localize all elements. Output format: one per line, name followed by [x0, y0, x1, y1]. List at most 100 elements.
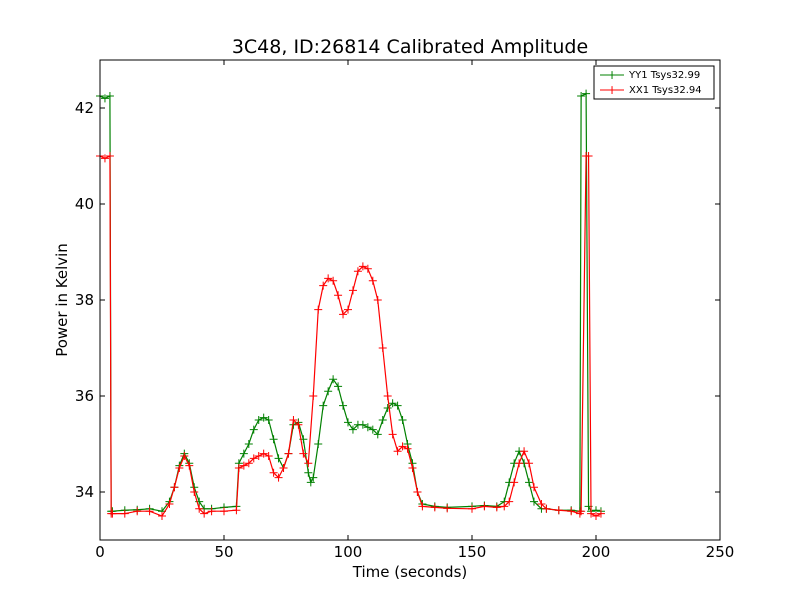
data-point: [353, 267, 362, 276]
data-point: [170, 483, 179, 492]
data-point: [383, 392, 392, 400]
data-point: [530, 483, 538, 492]
data-point: [254, 452, 263, 460]
data-point: [309, 473, 318, 482]
data-point: [408, 464, 417, 472]
legend: + YY1 Tsys32.99 + XX1 Tsys32.94: [593, 65, 715, 100]
data-point: [383, 404, 392, 412]
data-point: [289, 416, 298, 424]
y-tick-label: 34: [75, 483, 94, 501]
data-point: [294, 420, 303, 429]
data-point: [577, 507, 586, 516]
data-point: [584, 152, 593, 160]
data-point: [100, 94, 109, 103]
data-point: [430, 503, 439, 512]
x-tick-label: 100: [334, 543, 363, 561]
data-point: [279, 464, 288, 472]
x-axis-label: Time (seconds): [352, 563, 468, 581]
data-point: [515, 459, 524, 468]
x-tick-label: 250: [706, 543, 735, 561]
data-point: [348, 286, 357, 295]
data-point: [368, 425, 377, 434]
axes-layer: 0 50 100 150 200 250 34 36 38 40 42: [75, 60, 734, 561]
data-point: [393, 447, 402, 456]
data-point: [334, 291, 343, 300]
data-point: [234, 464, 243, 472]
data-point: [577, 92, 586, 100]
data-point: [592, 512, 600, 520]
data-point: [520, 447, 529, 456]
data-point: [368, 276, 377, 285]
data-point: [388, 430, 397, 439]
legend-box: [593, 65, 715, 100]
data-point: [220, 507, 228, 516]
data-point: [319, 401, 328, 410]
data-point: [175, 464, 184, 472]
data-point: [378, 416, 387, 424]
x-tick-label: 0: [95, 543, 105, 561]
data-point: [373, 296, 382, 304]
data-point: [398, 442, 407, 451]
data-point: [314, 305, 323, 314]
data-point: [418, 502, 427, 511]
legend-label-yy1: YY1 Tsys32.99: [628, 70, 700, 81]
data-point: [329, 276, 338, 285]
data-point: [269, 435, 278, 444]
data-point: [120, 509, 129, 518]
y-axis-label: Power in Kelvin: [53, 243, 71, 357]
data-point: [239, 461, 248, 470]
x-tick-label: 150: [458, 543, 487, 561]
data-point: [363, 423, 372, 432]
data-point: [207, 507, 216, 516]
legend-label-xx1: XX1 Tsys32.94: [629, 85, 702, 96]
data-point: [567, 507, 576, 516]
data-point: [254, 416, 263, 424]
data-point: [249, 454, 258, 463]
data-point: [505, 497, 514, 506]
data-point: [180, 452, 189, 460]
data-point: [363, 264, 372, 273]
data-point: [158, 512, 166, 520]
data-point: [339, 401, 348, 410]
legend-marker-xx1: +: [607, 83, 617, 97]
data-point: [443, 504, 452, 513]
y-tick-label: 38: [75, 291, 94, 309]
data-point: [299, 449, 308, 458]
data-point: [393, 401, 402, 410]
y-tick-label: 36: [75, 387, 94, 405]
data-point: [344, 305, 352, 314]
data-point: [403, 444, 412, 453]
legend-marker-yy1: +: [607, 68, 617, 82]
data-point: [314, 440, 323, 448]
data-point: [398, 416, 407, 424]
data-point: [133, 507, 142, 516]
data-point: [108, 509, 117, 518]
plot-frame: [99, 59, 721, 541]
data-point: [259, 413, 268, 422]
data-point: [324, 387, 333, 396]
data-point: [249, 425, 258, 434]
data-point: [388, 399, 397, 408]
data-point: [339, 310, 348, 319]
data-point: [306, 478, 315, 487]
data-point: [358, 420, 367, 429]
data-point: [582, 89, 591, 98]
y-tick-label: 42: [75, 99, 94, 117]
y-tick-label: 40: [75, 195, 94, 213]
data-point: [195, 504, 204, 513]
data-point: [145, 507, 154, 516]
data-point: [244, 440, 253, 448]
data-point: [274, 454, 283, 463]
data-point: [537, 500, 546, 508]
data-point: [587, 509, 596, 518]
chart-title: 3C48, ID:26814 Calibrated Amplitude: [232, 36, 588, 58]
data-point: [554, 506, 563, 515]
data-point: [525, 459, 534, 468]
data-point: [468, 504, 476, 513]
data-point: [344, 418, 352, 427]
data-point: [319, 281, 328, 290]
data-point: [329, 375, 338, 384]
data-point: [105, 92, 114, 100]
data-point: [269, 468, 278, 477]
